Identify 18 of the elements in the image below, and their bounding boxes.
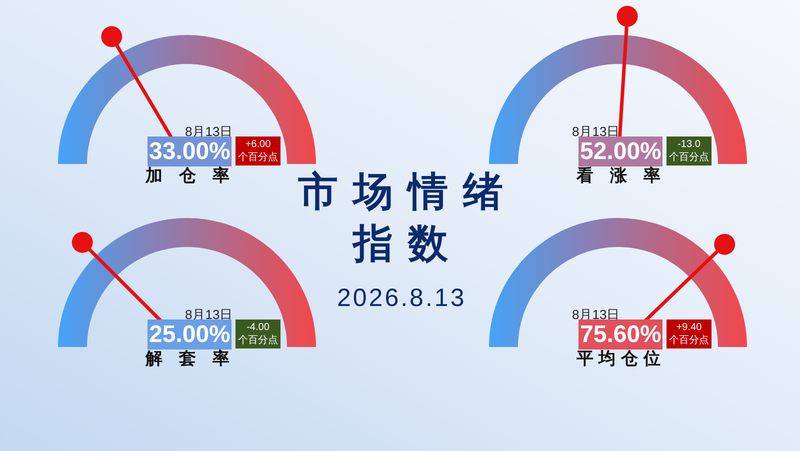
data-label: +6.00	[245, 139, 272, 150]
text: 平均仓位	[575, 349, 666, 368]
text: 个百分点	[238, 334, 278, 346]
text: 个百分点	[669, 151, 709, 163]
text: 解套率	[144, 349, 246, 368]
data-label: 75.60%	[580, 321, 662, 348]
data-label: 52.00%	[580, 138, 662, 165]
text: 2026.8.13	[337, 284, 466, 312]
text: 个百分点	[669, 334, 709, 346]
data-label: 33.00%	[149, 138, 230, 165]
data-label: -4.00	[246, 322, 270, 333]
data-label: -13.0	[678, 139, 701, 150]
text: 看涨率	[575, 166, 677, 185]
text: 个百分点	[238, 151, 278, 163]
text: 市场情绪指数	[297, 170, 518, 266]
data-label: 25.00%	[149, 321, 230, 348]
data-label: +9.40	[676, 322, 702, 333]
text: 加仓率	[144, 166, 246, 185]
